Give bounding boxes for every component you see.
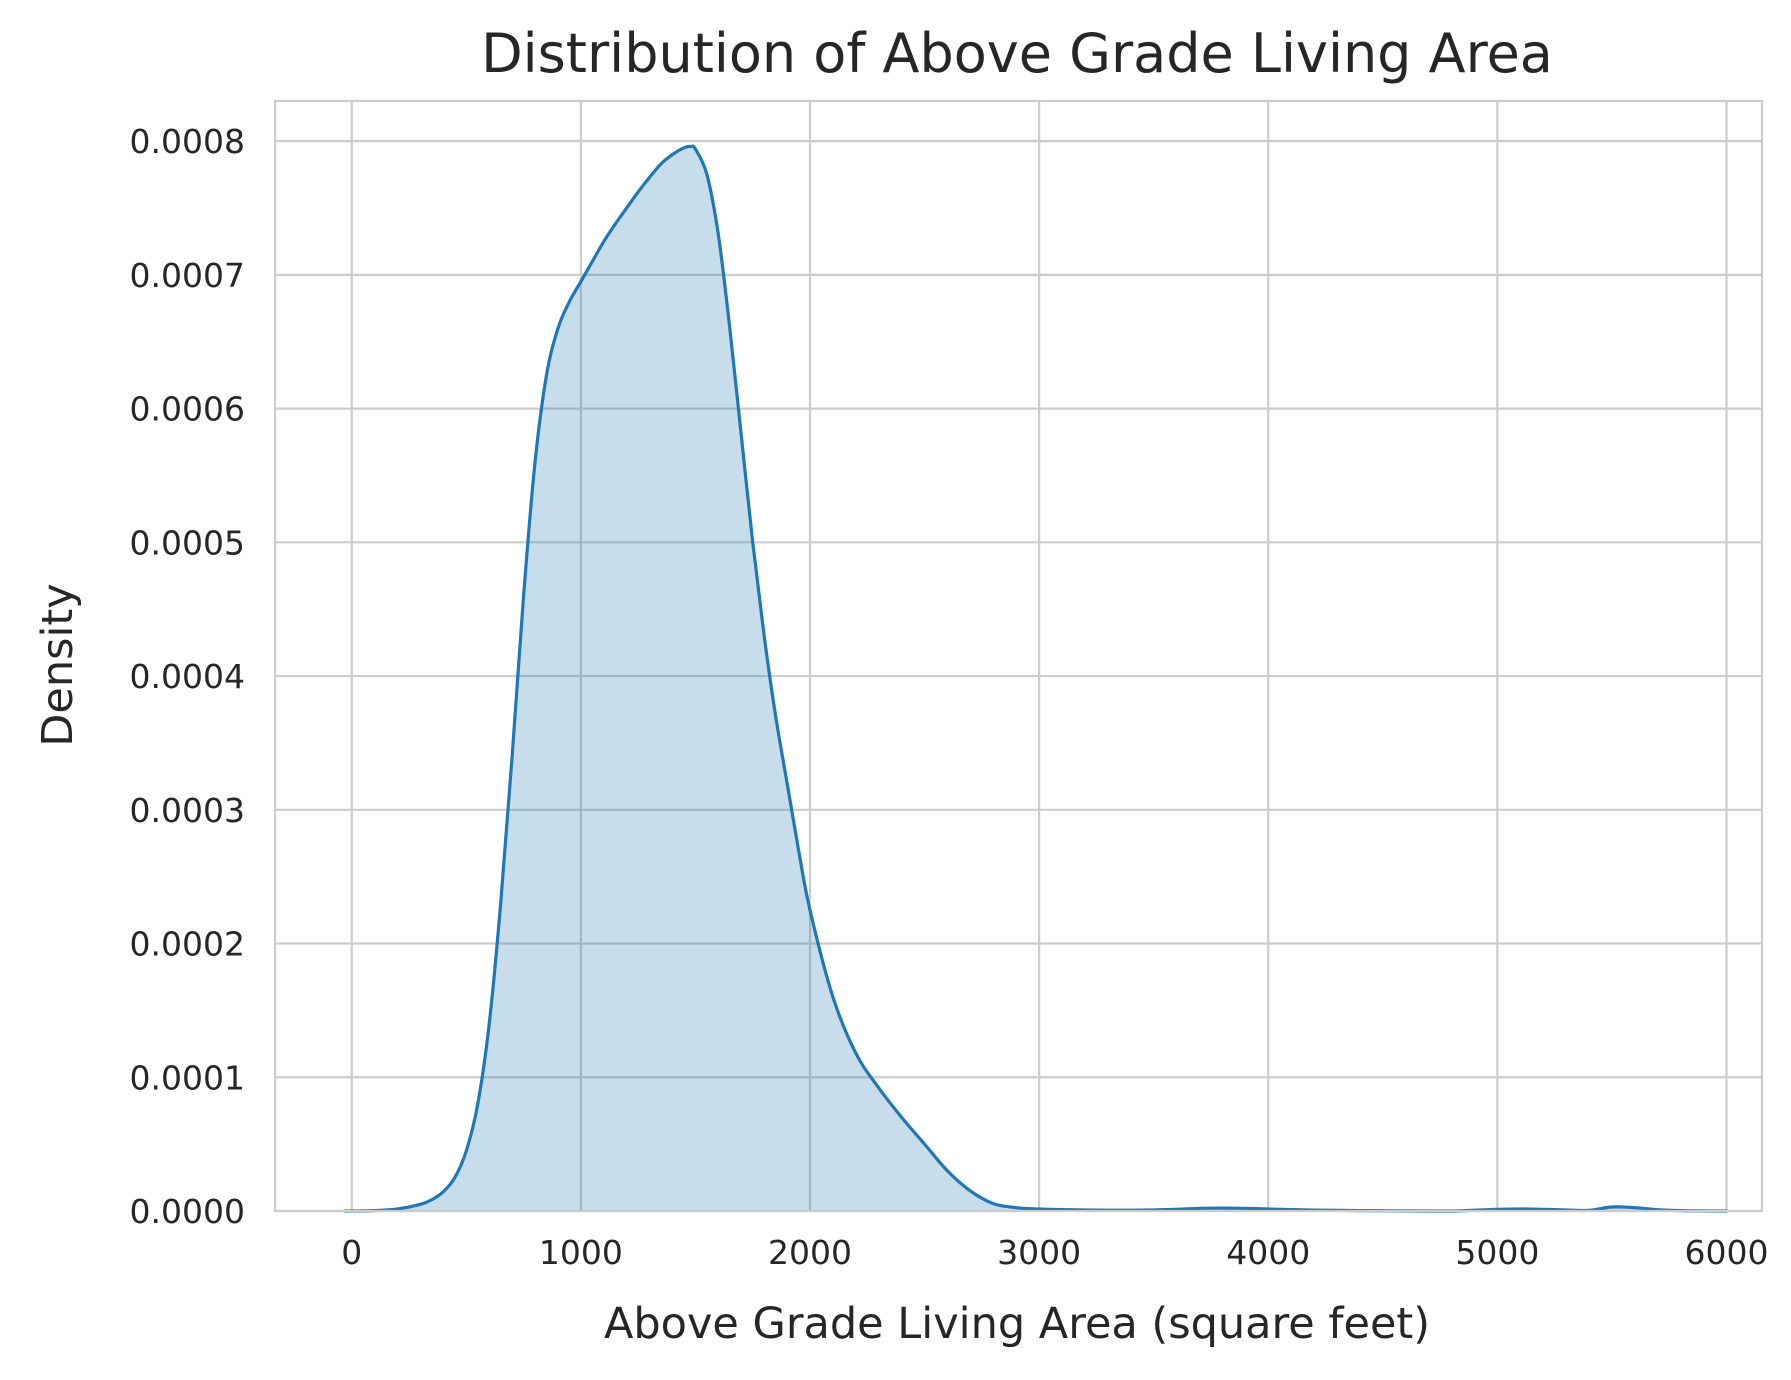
y-tick-label: 0.0008 xyxy=(130,122,245,161)
x-tick-label: 5000 xyxy=(1455,1233,1539,1272)
x-tick-label: 1000 xyxy=(539,1233,623,1272)
plot-frame xyxy=(273,99,1764,1213)
x-tick-label: 6000 xyxy=(1684,1233,1768,1272)
x-tick-labels: 0 1000 2000 3000 4000 5000 6000 xyxy=(341,1233,1768,1272)
y-tick-label: 0.0003 xyxy=(130,791,245,830)
y-tick-labels: 0.0000 0.0001 0.0002 0.0003 0.0004 0.0005 0.00… xyxy=(130,122,245,1231)
y-tick-label: 0.0002 xyxy=(130,925,245,964)
y-tick-label: 0.0006 xyxy=(130,390,245,429)
x-tick-label: 4000 xyxy=(1226,1233,1310,1272)
y-axis-label: Density xyxy=(33,583,83,746)
y-tick-label: 0.0007 xyxy=(130,256,245,295)
chart-title: Distribution of Above Grade Living Area xyxy=(481,22,1553,85)
x-tick-label: 0 xyxy=(341,1233,362,1272)
x-tick-label: 2000 xyxy=(768,1233,852,1272)
x-axis-label: Above Grade Living Area (square feet) xyxy=(604,1299,1430,1349)
y-tick-label: 0.0005 xyxy=(130,523,245,562)
x-tick-label: 3000 xyxy=(997,1233,1081,1272)
density-area xyxy=(344,146,1727,1211)
y-tick-label: 0.0001 xyxy=(130,1058,245,1097)
y-tick-label: 0.0004 xyxy=(130,657,245,696)
y-tick-label: 0.0000 xyxy=(130,1192,245,1231)
